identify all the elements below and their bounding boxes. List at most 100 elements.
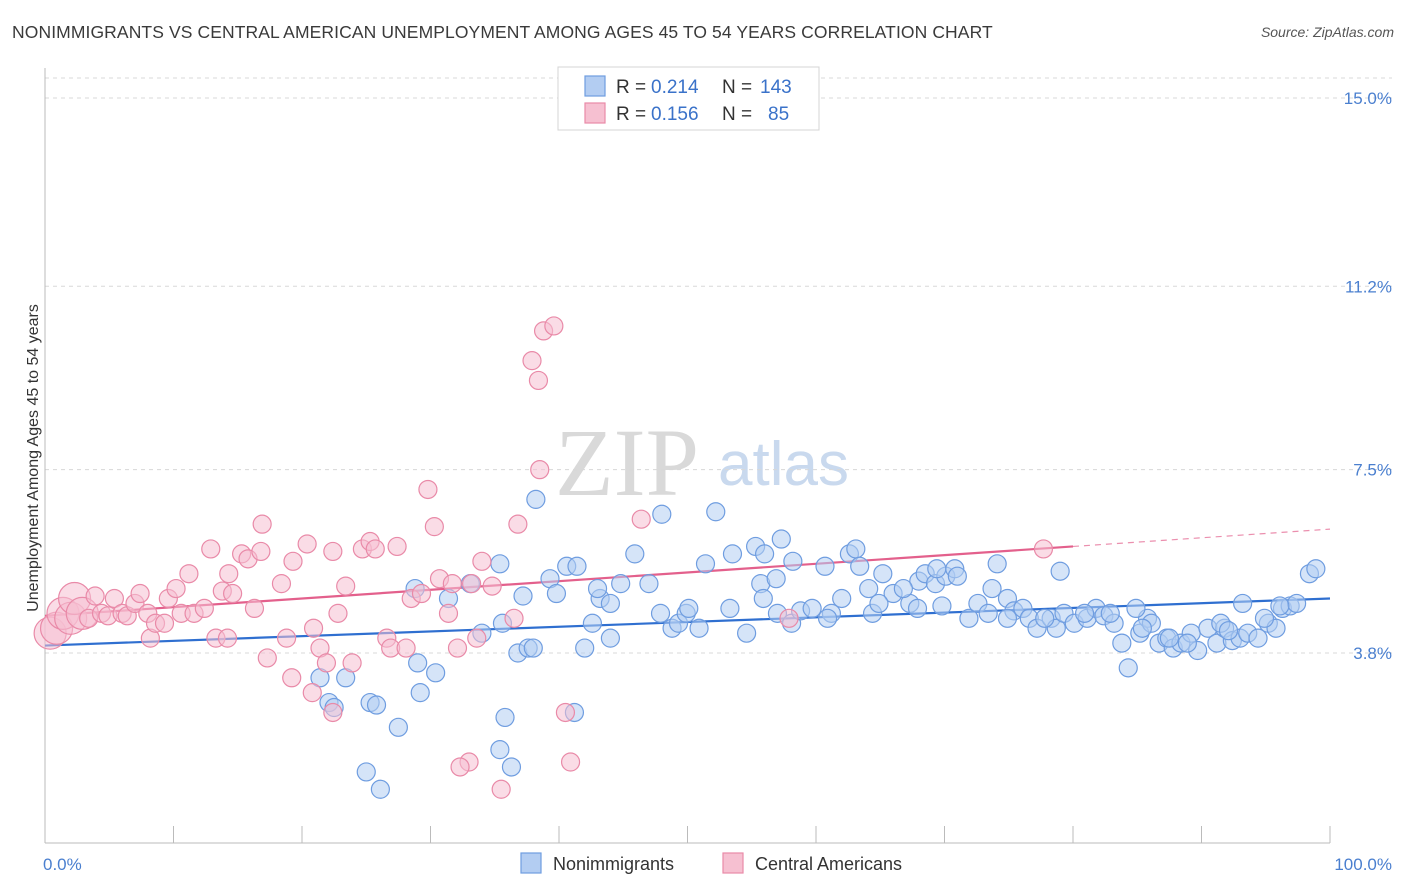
nonimmigrants-point-34 — [600, 628, 621, 648]
nonimmigrants-point-112 — [1306, 559, 1326, 579]
nonimmigrants-point-123 — [947, 566, 967, 586]
nonimmigrants-point-138 — [869, 593, 889, 614]
nonimmigrants-point-60 — [859, 578, 879, 599]
nonimmigrants-point-54 — [802, 598, 822, 619]
nonimmigrants-point-133 — [1254, 608, 1275, 628]
nonimmigrants-point-27 — [501, 757, 522, 777]
central-americans-point-41 — [316, 653, 337, 673]
nonimmigrants-point-124 — [982, 578, 1002, 599]
nonimmigrants-point-113 — [1233, 593, 1253, 614]
central-americans-point-28 — [219, 564, 239, 584]
central-americans-point-35 — [271, 574, 292, 594]
nonimmigrants-point-50 — [766, 569, 786, 589]
bottom-legend-swatch-nonimmigrants — [520, 852, 542, 874]
nonimmigrants-point-88 — [1112, 633, 1132, 653]
nonimmigrants-point-45 — [695, 554, 716, 574]
nonimmigrants-point-48 — [737, 623, 757, 643]
central-americans-trend-extension — [1072, 528, 1331, 548]
nonimmigrants-point-130 — [1177, 633, 1197, 653]
central-americans-point-72 — [555, 702, 576, 723]
legend: R = 0.214 N = 143 R = 0.156 N = 85 — [557, 66, 820, 131]
nonimmigrants-point-25 — [567, 556, 587, 576]
nonimmigrants-point-105 — [1248, 628, 1268, 648]
bottom-legend-swatch-central-americans — [722, 852, 744, 874]
legend-n-label-1: N = — [722, 77, 752, 98]
nonimmigrants-point-129 — [1159, 628, 1179, 648]
nonimmigrants-point-8 — [388, 717, 408, 737]
y-axis-title: Unemployment Among Ages 45 to 54 years — [25, 304, 42, 612]
bottom-legend-label-nonimmigrants: Nonimmigrants — [553, 854, 674, 874]
nonimmigrants-point-43 — [689, 618, 709, 638]
watermark-atlas: atlas — [718, 430, 849, 499]
nonimmigrants-point-114 — [817, 608, 838, 628]
nonimmigrants-point-7 — [370, 779, 390, 799]
bottom-legend-label-central-americans: Central Americans — [755, 854, 902, 874]
central-americans-point-79 — [1033, 539, 1054, 559]
nonimmigrants-point-89 — [1118, 658, 1138, 678]
central-americans-point-22 — [179, 564, 199, 584]
central-americans-point-69 — [528, 370, 549, 391]
y-tick-label-3: 15.0% — [1344, 89, 1392, 108]
central-americans-point-64 — [482, 576, 502, 596]
nonimmigrants-point-10 — [426, 663, 446, 683]
central-americans-point-63 — [472, 551, 492, 571]
nonimmigrants-point-15 — [490, 554, 510, 574]
nonimmigrants-point-49 — [753, 588, 773, 609]
legend-n-label-2: N = — [722, 104, 752, 125]
nonimmigrants-point-120 — [783, 551, 803, 571]
nonimmigrants-point-46 — [720, 598, 740, 619]
legend-n-value-2: 85 — [768, 104, 789, 125]
nonimmigrants-point-32 — [582, 613, 603, 633]
chart-source: Source: ZipAtlas.com — [1260, 24, 1394, 40]
nonimmigrants-point-140 — [1035, 608, 1055, 628]
central-americans-point-66 — [504, 608, 524, 628]
nonimmigrants-point-127 — [1074, 603, 1095, 623]
watermark-zip: ZIP — [555, 409, 699, 516]
central-americans-point-43 — [328, 603, 348, 623]
central-americans-point-25 — [201, 539, 221, 559]
central-americans-point-33 — [251, 541, 271, 562]
nonimmigrants-point-29 — [526, 489, 546, 509]
central-americans-point-84 — [217, 628, 238, 648]
central-americans-point-29 — [223, 583, 243, 604]
nonimmigrants-point-74 — [987, 554, 1007, 574]
central-americans-point-83 — [323, 702, 343, 723]
nonimmigrants-point-44 — [679, 598, 699, 619]
central-americans-point-73 — [560, 752, 581, 772]
central-americans-point-7 — [85, 586, 105, 606]
x-tick-label-0: 0.0% — [43, 855, 82, 874]
nonimmigrants-point-125 — [997, 608, 1018, 628]
central-americans-point-81 — [252, 514, 272, 534]
nonimmigrants-point-139 — [893, 578, 913, 599]
central-americans-point-42 — [323, 541, 343, 562]
nonimmigrants-point-38 — [587, 578, 608, 599]
x-tick-label-1: 100.0% — [1334, 855, 1392, 874]
central-americans-point-71 — [544, 316, 564, 336]
nonimmigrants-point-5 — [366, 695, 387, 715]
nonimmigrants-point-142 — [1126, 598, 1146, 619]
central-americans-point-60 — [447, 638, 468, 658]
legend-swatch-central-americans — [584, 102, 606, 124]
axes — [44, 68, 1331, 844]
nonimmigrants-point-71 — [959, 608, 979, 628]
nonimmigrants-point-119 — [754, 544, 775, 564]
nonimmigrants-point-115 — [907, 598, 928, 619]
nonimmigrants-point-116 — [706, 502, 726, 522]
legend-swatch-nonimmigrants — [584, 75, 606, 97]
legend-r-label-2: R = — [616, 104, 646, 125]
legend-r-value-2: 0.156 — [651, 104, 699, 125]
legend-r-value-1: 0.214 — [651, 77, 699, 98]
central-americans-point-54 — [411, 583, 432, 604]
nonimmigrants-point-135 — [652, 504, 672, 524]
nonimmigrants-point-132 — [1218, 621, 1239, 641]
nonimmigrants-point-9 — [410, 683, 430, 703]
central-americans-point-59 — [442, 574, 462, 594]
nonimmigrants-point-68 — [932, 596, 952, 616]
central-americans-point-75 — [450, 757, 470, 777]
central-americans-point-38 — [297, 534, 317, 554]
nonimmigrants-point-20 — [513, 586, 533, 606]
central-americans-point-65 — [491, 779, 511, 799]
central-americans-point-56 — [424, 517, 444, 537]
central-americans-point-55 — [418, 479, 438, 500]
